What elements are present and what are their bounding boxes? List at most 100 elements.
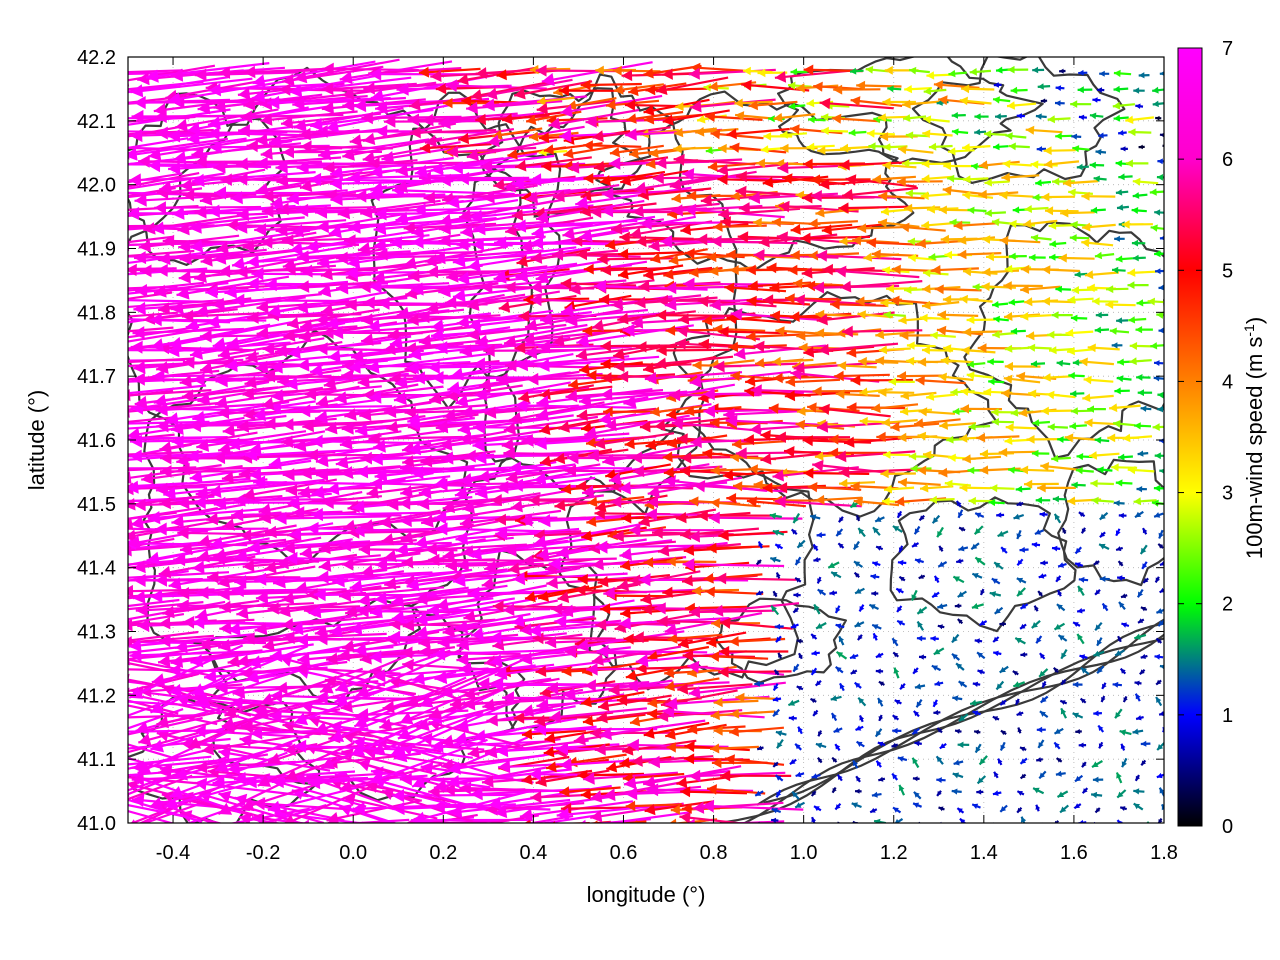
wind-vector-head xyxy=(1016,710,1022,716)
wind-vector-head xyxy=(702,799,715,813)
wind-vector xyxy=(729,726,784,737)
wind-vector-shaft xyxy=(230,701,348,706)
wind-vector-head xyxy=(556,807,570,821)
wind-vector-shaft xyxy=(567,753,627,765)
wind-vector xyxy=(580,811,691,823)
wind-vector-head xyxy=(1000,700,1006,705)
wind-vector xyxy=(772,683,779,692)
wind-vector-head xyxy=(354,715,369,728)
wind-vector-head xyxy=(913,791,920,798)
wind-vector-head xyxy=(294,739,307,753)
wind-vector xyxy=(643,721,710,739)
wind-vector-shaft xyxy=(227,755,348,771)
wind-vector-head xyxy=(724,754,735,765)
wind-vector-head xyxy=(1040,824,1044,829)
wind-vector xyxy=(446,768,571,789)
wind-vector-head xyxy=(334,692,348,706)
wind-vector-head xyxy=(974,729,979,735)
wind-vector-head xyxy=(440,734,454,748)
wind-vector xyxy=(932,699,938,708)
wind-vector-head xyxy=(390,744,405,757)
wind-vector-head xyxy=(513,712,525,724)
wind-vector-head xyxy=(356,708,369,722)
wind-vector-shaft xyxy=(708,516,803,520)
wind-vector-head xyxy=(104,798,117,810)
wind-vector xyxy=(754,790,764,797)
wind-vector xyxy=(677,683,753,695)
wind-vector-head xyxy=(201,742,215,756)
wind-vector-head xyxy=(936,777,942,783)
wind-vector-head xyxy=(856,741,863,747)
wind-vector-head xyxy=(195,761,208,774)
wind-vector xyxy=(729,708,776,719)
wind-vector-head xyxy=(677,683,689,695)
wind-vector-head xyxy=(669,818,677,823)
wind-vector-head xyxy=(832,757,837,763)
wind-vector xyxy=(892,806,902,814)
wind-vector-shaft xyxy=(412,664,536,681)
wind-vector xyxy=(855,725,864,732)
wind-vector-shaft xyxy=(580,691,645,705)
wind-vector-head xyxy=(1140,824,1146,830)
wind-vector xyxy=(894,817,904,823)
wind-vector xyxy=(434,663,555,685)
wind-vector-head xyxy=(275,681,288,695)
wind-vector xyxy=(1016,790,1025,796)
wind-vector-head xyxy=(77,670,89,683)
terrain-contour xyxy=(911,57,1126,184)
wind-vector-head xyxy=(1020,816,1027,823)
wind-vector-head xyxy=(352,736,366,750)
wind-vector-head xyxy=(224,705,238,718)
wind-vector xyxy=(128,668,173,672)
wind-vector-head xyxy=(193,724,206,738)
wind-vector xyxy=(897,756,908,762)
wind-vector-head xyxy=(544,732,556,744)
wind-vector xyxy=(787,699,800,707)
wind-vector-shaft xyxy=(1054,820,1060,823)
wind-vector-head xyxy=(284,743,296,757)
wind-vector-head xyxy=(814,806,820,812)
wind-vector xyxy=(463,677,560,700)
wind-vector-head xyxy=(647,708,658,720)
wind-vector-head xyxy=(998,758,1003,764)
wind-vector-shaft xyxy=(279,656,386,687)
wind-vector-head xyxy=(128,699,129,703)
wind-vector xyxy=(1158,711,1164,717)
wind-vector-head xyxy=(115,571,127,584)
wind-vector-head xyxy=(69,605,82,618)
wind-vector-head xyxy=(441,823,453,836)
wind-vector xyxy=(912,776,920,782)
wind-vector-shaft xyxy=(128,716,203,736)
wind-vector-head xyxy=(729,726,739,737)
wind-vector xyxy=(839,682,845,692)
wind-vector-head xyxy=(643,727,655,739)
wind-vector-shaft xyxy=(718,670,792,674)
wind-vector-head xyxy=(1017,727,1022,733)
wind-vector-head xyxy=(894,818,900,823)
wind-vector xyxy=(535,665,611,677)
wind-vector-head xyxy=(212,775,225,789)
wind-vector xyxy=(416,699,527,731)
wind-vector-shaft xyxy=(355,647,464,697)
wind-vector-head xyxy=(100,604,112,617)
wind-vector xyxy=(894,699,902,705)
wind-vector-shaft xyxy=(992,822,995,823)
wind-vector-head xyxy=(1157,744,1164,750)
wind-vector-head xyxy=(937,728,943,733)
wind-vector-head xyxy=(707,784,717,795)
wind-vector-head xyxy=(463,697,476,711)
wind-vector xyxy=(877,697,884,707)
wind-vector-shaft xyxy=(449,798,571,814)
wind-vector-shaft xyxy=(159,767,266,783)
wind-vector-head xyxy=(470,787,483,801)
wind-vector-head xyxy=(851,802,858,809)
wind-vector xyxy=(470,787,590,801)
wind-vector-head xyxy=(1133,788,1140,795)
wind-vector xyxy=(688,769,786,783)
wind-vector-head xyxy=(913,711,919,717)
wind-vector-shaft xyxy=(702,804,804,811)
wind-vector xyxy=(560,802,634,815)
wind-vector-head xyxy=(150,701,165,714)
wind-vector-shaft xyxy=(428,558,523,562)
wind-vector-shaft xyxy=(802,822,803,823)
